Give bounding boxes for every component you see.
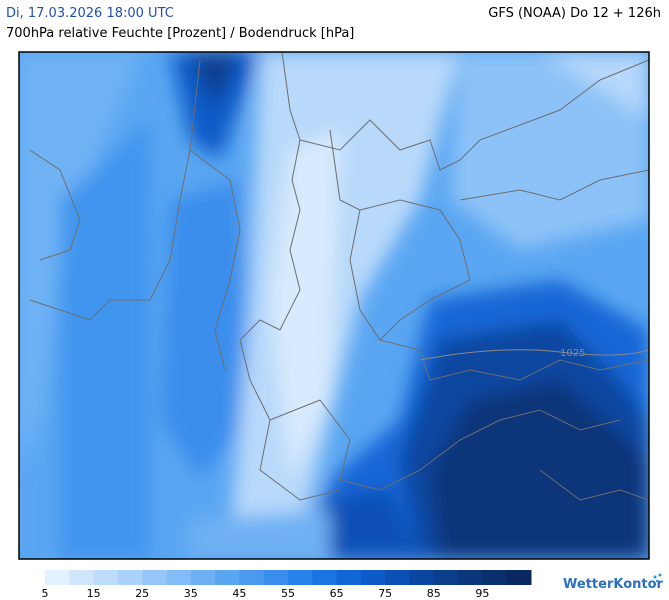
subtitle: 700hPa relative Feuchte [Prozent] / Bode…: [6, 26, 355, 41]
colorbar-step: [458, 570, 483, 585]
borders: [29, 52, 649, 501]
colorbar-step: [506, 570, 532, 585]
colorbar-label: 35: [184, 587, 198, 600]
colorbar-step: [409, 570, 435, 585]
colorbar-step: [215, 570, 240, 585]
logo: WetterKontor: [563, 577, 664, 592]
colorbar-label: 5: [42, 587, 49, 600]
colorbar-step: [433, 570, 459, 585]
colorbar-step: [288, 570, 313, 585]
colorbar-step: [142, 570, 167, 585]
colorbar-label: 45: [232, 587, 246, 600]
colorbar-label: 95: [475, 587, 489, 600]
isobar: [419, 349, 649, 361]
colorbar-step: [117, 570, 143, 585]
colorbar-label: 55: [281, 587, 295, 600]
model-run: GFS (NOAA) Do 12 + 126h: [488, 6, 661, 21]
colorbar-step: [482, 570, 508, 585]
isobar-label: 1025: [560, 348, 585, 359]
colorbar-label: 85: [427, 587, 441, 600]
colorbar-step: [336, 570, 362, 585]
colorbar-step: [190, 570, 216, 585]
colorbar-step: [239, 570, 265, 585]
colorbar-step: [166, 570, 192, 585]
humidity-field: 1025: [19, 52, 649, 559]
colorbar-label: 15: [87, 587, 101, 600]
colorbar-step: [93, 570, 119, 585]
colorbar-step: [263, 570, 289, 585]
logo-mark: [653, 573, 662, 583]
colorbar-label: 25: [135, 587, 149, 600]
map-frame: [18, 51, 650, 560]
valid-time: Di, 17.03.2026 18:00 UTC: [6, 6, 174, 21]
colorbar-step: [312, 570, 338, 585]
colorbar-label: 75: [378, 587, 392, 600]
colorbar-step: [45, 570, 70, 585]
colorbar-step: [385, 570, 410, 585]
colorbar-label: 65: [330, 587, 344, 600]
colorbar-step: [69, 570, 95, 585]
colorbar: 5 15 25 35 45 55 65 75 85 95: [42, 570, 532, 600]
colorbar-step: [360, 570, 386, 585]
